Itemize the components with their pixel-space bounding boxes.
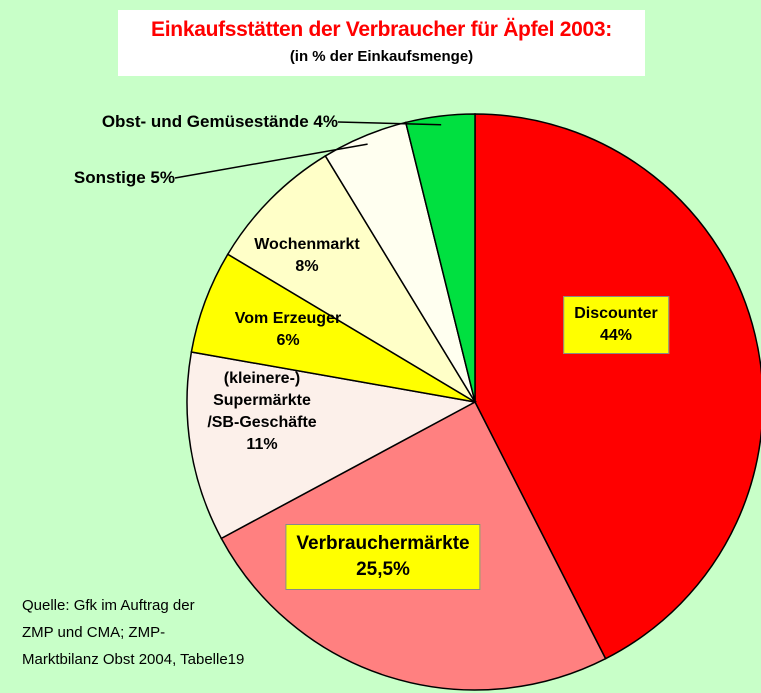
value-label: 44% (599, 327, 633, 344)
pie-slice (226, 154, 476, 403)
slice-label: Sonstige 5% (74, 167, 175, 189)
pie-slice (404, 113, 476, 403)
pie-slice (474, 113, 761, 660)
category-label: Wochenmarkt (254, 236, 360, 253)
chart-title: Einkaufsstätten der Verbraucher für Äpfe… (151, 18, 612, 41)
leader-line (337, 121, 442, 126)
value-label: 6% (276, 332, 300, 349)
value-label: 5% (150, 168, 175, 187)
slice-label: Obst- und Gemüsestände 4% (102, 111, 338, 133)
category-label: (kleinere-) Supermärkte /SB-Geschäfte (207, 370, 317, 431)
slice-label: Verbrauchermärkte 25,5% (285, 524, 481, 590)
value-label: 4% (313, 112, 338, 131)
value-label: 25,5% (356, 559, 410, 580)
category-label: Sonstige (73, 168, 146, 187)
value-label: 11% (246, 436, 278, 453)
category-label: Verbrauchermärkte (296, 533, 470, 554)
source-note: Quelle: Gfk im Auftrag der ZMP und CMA; … (22, 597, 245, 668)
category-label: Discounter (574, 305, 658, 322)
slice-label: (kleinere-) Supermärkte /SB-Geschäfte 11% (207, 368, 316, 456)
leader-line (174, 143, 368, 179)
category-label: Obst- und Gemüsestände (101, 112, 309, 131)
slice-label: Discounter 44% (563, 296, 669, 354)
chart-subtitle: (in % der Einkaufsmenge) (289, 48, 474, 65)
title-box: Einkaufsstätten der Verbraucher für Äpfe… (118, 10, 645, 76)
slice-label: Vom Erzeuger 6% (235, 308, 341, 352)
value-label: 8% (295, 258, 319, 275)
slice-label: Wochenmarkt 8% (254, 234, 360, 278)
category-label: Vom Erzeuger (234, 310, 342, 327)
pie-slice (186, 351, 478, 540)
